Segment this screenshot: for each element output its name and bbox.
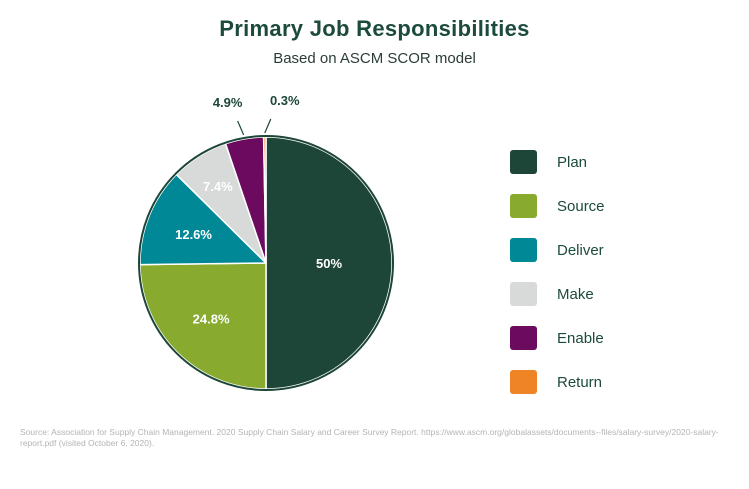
chart-title: Primary Job Responsibilities xyxy=(219,16,530,41)
pie-slice-plan xyxy=(265,136,393,390)
leader-line-enable xyxy=(237,120,245,136)
data-label-source: 24.8% xyxy=(193,312,230,327)
legend-label-plan: Plan xyxy=(557,153,588,171)
legend-swatch-deliver xyxy=(510,238,537,262)
pie-slices xyxy=(139,136,393,390)
legend-label-make: Make xyxy=(557,285,594,303)
pie-slice-source xyxy=(139,262,267,390)
pie-outline xyxy=(138,135,394,391)
source-note: Source: Association for Supply Chain Man… xyxy=(20,427,719,448)
legend-label-enable: Enable xyxy=(557,329,604,347)
legend-item-deliver: Deliver xyxy=(510,228,710,272)
legend-item-plan: Plan xyxy=(510,140,710,184)
legend-swatch-plan xyxy=(510,150,537,174)
legend-swatch-return xyxy=(510,370,537,394)
legend-label-deliver: Deliver xyxy=(557,241,604,259)
legend-item-make: Make xyxy=(510,272,710,316)
legend-item-source: Source xyxy=(510,184,710,228)
chart-legend: Plan Source Deliver Make Enable Return xyxy=(510,140,710,404)
pie-slice-deliver xyxy=(139,173,267,266)
pie-labels: 50% 24.8% 12.6% 7.4% 4.9% 0.3% xyxy=(175,93,342,327)
legend-item-return: Return xyxy=(510,360,710,404)
chart-subtitle: Based on ASCM SCOR model xyxy=(273,50,476,67)
data-label-plan: 50% xyxy=(316,256,342,271)
legend-item-enable: Enable xyxy=(510,316,710,360)
legend-label-source: Source xyxy=(557,197,605,215)
legend-swatch-make xyxy=(510,282,537,306)
data-label-return: 0.3% xyxy=(270,93,300,108)
legend-swatch-source xyxy=(510,194,537,218)
data-label-deliver: 12.6% xyxy=(175,227,212,242)
data-label-make: 7.4% xyxy=(203,179,233,194)
legend-swatch-enable xyxy=(510,326,537,350)
legend-label-return: Return xyxy=(557,373,603,391)
leader-line-return xyxy=(264,118,272,134)
data-label-enable: 4.9% xyxy=(213,95,243,110)
